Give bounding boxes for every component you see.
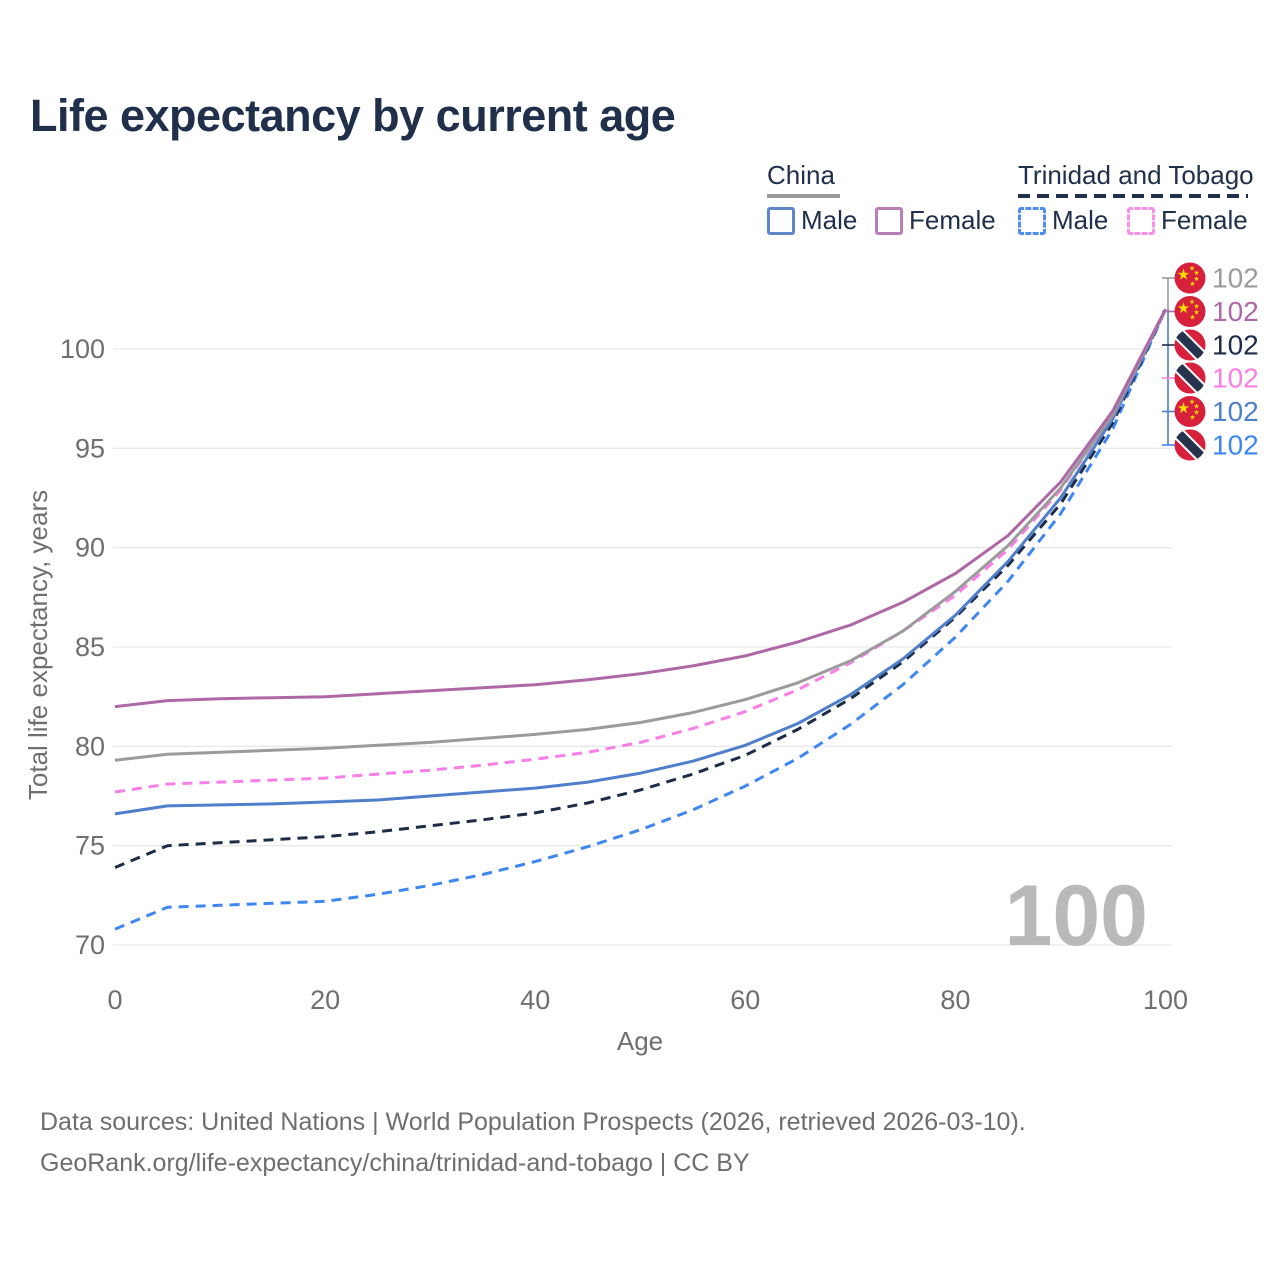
x-axis-title: Age bbox=[617, 1026, 663, 1056]
flag-small-star: ★ bbox=[1193, 409, 1199, 417]
end-value-label-china-male: 102 bbox=[1212, 396, 1259, 427]
age-watermark: 100 bbox=[1005, 868, 1149, 964]
y-tick-label-100: 100 bbox=[60, 334, 105, 364]
line-tt-all bbox=[114, 308, 1167, 869]
legend-swatch-china-female bbox=[875, 206, 903, 235]
end-value-label-tt-all: 102 bbox=[1212, 330, 1259, 361]
footer-data-sources: Data sources: United Nations | World Pop… bbox=[40, 1108, 1026, 1136]
page-title: Life expectancy by current age bbox=[30, 90, 676, 141]
flag-large-star: ★ bbox=[1177, 300, 1190, 317]
flag-circle bbox=[1174, 262, 1206, 294]
flag-band-black bbox=[1174, 362, 1206, 394]
legend-swatch-trinidad-female bbox=[1127, 206, 1155, 235]
x-tick-label-80: 80 bbox=[940, 985, 970, 1015]
flag-small-star: ★ bbox=[1189, 314, 1195, 322]
footer-attribution: GeoRank.org/life-expectancy/china/trinid… bbox=[40, 1149, 750, 1177]
flag-band-black bbox=[1174, 329, 1206, 361]
legend-item-china-female[interactable]: Female bbox=[875, 205, 996, 236]
flag-large-star: ★ bbox=[1177, 267, 1190, 284]
legend-group-china: China bbox=[767, 160, 840, 198]
y-tick-label-70: 70 bbox=[75, 930, 105, 960]
flag-large-star: ★ bbox=[1177, 400, 1190, 417]
flag-small-star: ★ bbox=[1193, 275, 1199, 283]
flag-small-star: ★ bbox=[1189, 298, 1195, 306]
axis-ticks: 70 75 80 85 90 95 100 0 20 40 60 80 100 bbox=[60, 334, 1188, 1015]
china-flag-icon: ★★★★★ bbox=[1174, 262, 1206, 294]
line-china-female bbox=[114, 308, 1167, 709]
flag-small-star: ★ bbox=[1193, 269, 1199, 277]
legend-swatch-trinidad-male bbox=[1018, 206, 1046, 235]
flag-small-star: ★ bbox=[1189, 414, 1195, 422]
series-lines bbox=[114, 308, 1167, 931]
y-tick-label-80: 80 bbox=[75, 731, 105, 761]
flag-small-star: ★ bbox=[1193, 309, 1199, 317]
flag-circle bbox=[1174, 396, 1206, 427]
china-flag-icon: ★★★★★ bbox=[1174, 296, 1206, 327]
y-tick-label-95: 95 bbox=[75, 433, 105, 463]
flag-small-star: ★ bbox=[1193, 303, 1199, 311]
legend-china-label: China bbox=[767, 160, 835, 190]
flag-small-star: ★ bbox=[1189, 265, 1195, 273]
footer: Data sources: United Nations | World Pop… bbox=[40, 1102, 1026, 1184]
legend-item-label: Female bbox=[909, 205, 996, 235]
end-value-label-tt-female: 102 bbox=[1212, 363, 1259, 394]
y-axis-title: Total life expectancy, years bbox=[23, 490, 53, 800]
legend-item-trinidad-male[interactable]: Male bbox=[1018, 205, 1108, 236]
legend-item-label: Male bbox=[801, 205, 858, 235]
legend-item-trinidad-female[interactable]: Female bbox=[1127, 205, 1248, 236]
line-china-all bbox=[114, 308, 1167, 762]
line-tt-male bbox=[114, 308, 1167, 931]
x-tick-label-20: 20 bbox=[310, 985, 340, 1015]
y-tick-label-90: 90 bbox=[75, 533, 105, 563]
x-tick-label-40: 40 bbox=[520, 985, 550, 1015]
china-flag-icon: ★★★★★ bbox=[1174, 396, 1206, 427]
end-value-label-china-all: 102 bbox=[1212, 263, 1259, 294]
end-value-label-china-female: 102 bbox=[1212, 296, 1259, 327]
line-tt-female bbox=[114, 308, 1167, 794]
legend-trinidad-label: Trinidad and Tobago bbox=[1018, 160, 1254, 190]
legend-item-china-male[interactable]: Male bbox=[767, 205, 857, 236]
trinidad-flag-icon bbox=[1174, 429, 1206, 461]
flag-band-black bbox=[1174, 429, 1206, 461]
legend-item-label: Male bbox=[1052, 205, 1109, 235]
end-label-leaders bbox=[1162, 277, 1175, 446]
trinidad-flag-icon bbox=[1174, 329, 1206, 361]
legend-group-trinidad: Trinidad and Tobago bbox=[1018, 160, 1254, 198]
flag-small-star: ★ bbox=[1189, 398, 1195, 406]
flag-band bbox=[1174, 429, 1206, 461]
legend-trinidad-underline bbox=[1018, 194, 1248, 198]
legend-item-label: Female bbox=[1161, 205, 1248, 235]
y-tick-label-85: 85 bbox=[75, 632, 105, 662]
flag-circle bbox=[1174, 296, 1206, 327]
flag-small-star: ★ bbox=[1189, 280, 1195, 288]
x-tick-label-0: 0 bbox=[107, 985, 122, 1015]
trinidad-flag-icon bbox=[1174, 362, 1206, 394]
flag-band bbox=[1174, 329, 1206, 361]
line-china-male bbox=[114, 308, 1167, 816]
y-tick-label-75: 75 bbox=[75, 831, 105, 861]
flag-small-star: ★ bbox=[1193, 403, 1199, 411]
gridlines bbox=[113, 348, 1172, 946]
x-tick-label-60: 60 bbox=[730, 985, 760, 1015]
flag-band bbox=[1174, 362, 1206, 394]
legend-china-underline bbox=[767, 194, 840, 198]
legend-swatch-china-male bbox=[767, 206, 795, 235]
x-tick-label-100: 100 bbox=[1143, 985, 1188, 1015]
end-value-label-tt-male: 102 bbox=[1212, 430, 1259, 461]
